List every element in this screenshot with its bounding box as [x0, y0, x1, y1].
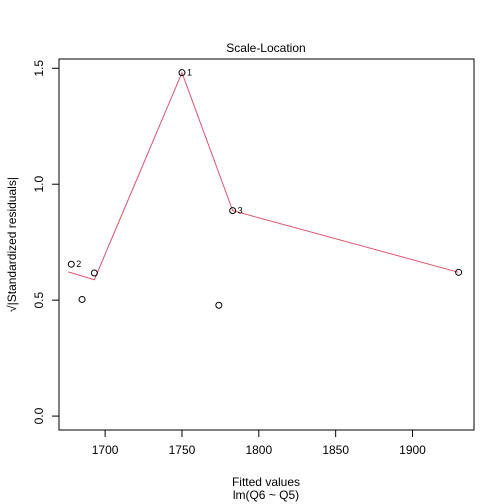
- chart-title: Scale-Location: [226, 41, 305, 55]
- data-point-1: [78, 295, 86, 303]
- y-axis-title: √|Standardized residuals|: [5, 177, 19, 312]
- x-tick-label-4: 1900: [399, 443, 426, 457]
- data-point-0: [67, 260, 75, 268]
- x-tick-label-1: 1750: [169, 443, 196, 457]
- data-point-4: [215, 301, 223, 309]
- x-tick-label-2: 1800: [245, 443, 272, 457]
- data-point-2: [90, 269, 98, 277]
- smooth-line: [68, 71, 459, 281]
- x-axis: 1700 1750 1800 1850 1900: [92, 429, 426, 457]
- point-label-3: 1: [187, 68, 192, 78]
- y-tick-label-3: 1.5: [32, 60, 46, 77]
- data-point-5: [229, 207, 237, 215]
- y-axis: 0.0 0.5 1.0 1.5: [32, 60, 60, 424]
- data-point-3: [178, 69, 186, 77]
- x-axis-title: Fitted values: [232, 475, 300, 489]
- point-label-0: 2: [76, 259, 81, 269]
- point-label-5: 3: [238, 206, 243, 216]
- y-tick-label-1: 0.5: [32, 291, 46, 308]
- y-tick-label-2: 1.0: [32, 176, 46, 193]
- x-tick-label-3: 1850: [322, 443, 349, 457]
- x-tick-label-0: 1700: [92, 443, 119, 457]
- data-points: 2 1 3: [67, 68, 463, 309]
- x-axis-subtitle: lm(Q6 ~ Q5): [233, 488, 299, 502]
- plot-frame: [58, 58, 475, 431]
- data-point-6: [455, 268, 463, 276]
- y-tick-label-0: 0.0: [32, 407, 46, 424]
